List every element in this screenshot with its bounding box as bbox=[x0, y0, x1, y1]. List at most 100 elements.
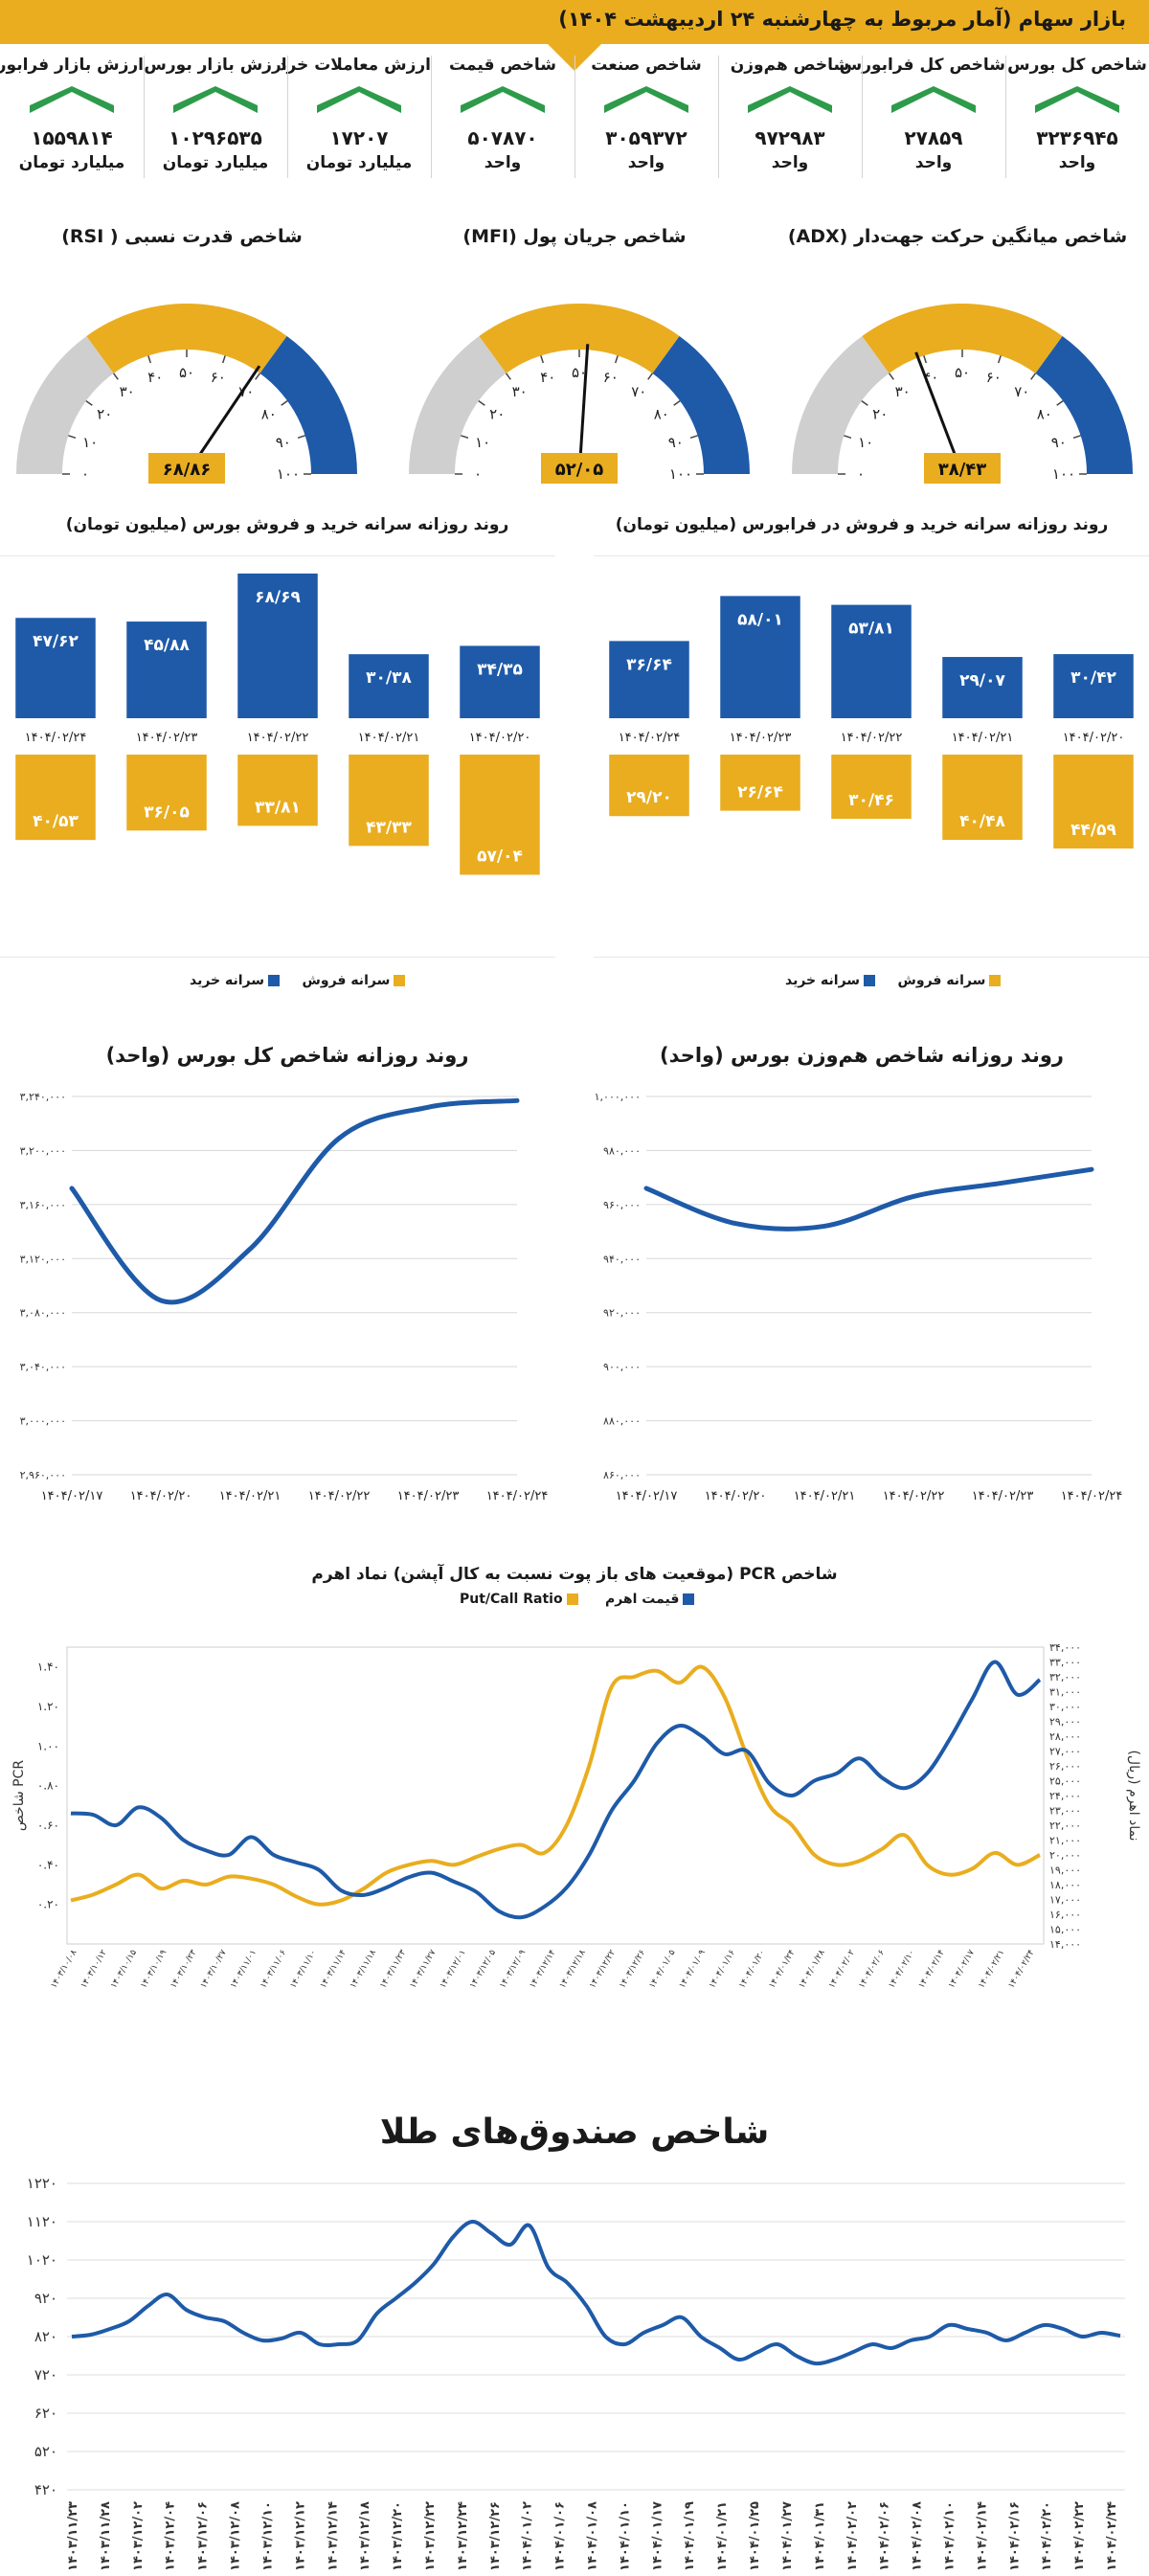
x-tick-label: ۱۴۰۴/۰۲/۲۳ bbox=[397, 1489, 460, 1503]
sell-bar bbox=[1053, 755, 1134, 849]
pcr-right-tick: ۲۵,۰۰۰ bbox=[1049, 1775, 1081, 1788]
pcr-title: شاخص PCR (موقعیت های باز پوت نسبت به کال… bbox=[311, 1565, 838, 1584]
gold-x-tick: ۱۴۰۳/۱۲/۱۰ bbox=[260, 2501, 275, 2571]
pcr-right-tick: ۲۹,۰۰۰ bbox=[1049, 1716, 1081, 1729]
up-chevron-icon bbox=[317, 86, 401, 113]
pcr-x-tick: ۱۴۰۳/۱۲/۰۹ bbox=[498, 1948, 528, 1990]
kpi-divider bbox=[431, 56, 432, 178]
pcr-x-tick: ۱۴۰۳/۱۱/۲۳ bbox=[378, 1948, 408, 1990]
gold-x-tick: ۱۴۰۳/۱۲/۱۴ bbox=[326, 2501, 340, 2571]
gold-x-tick: ۱۴۰۴/۰۲/۱۶ bbox=[1007, 2501, 1022, 2571]
y-tick-label: ۳,۱۲۰,۰۰۰ bbox=[20, 1253, 66, 1265]
buy-bar bbox=[237, 573, 318, 718]
pcr-right-tick: ۱۶,۰۰۰ bbox=[1049, 1909, 1081, 1921]
up-chevron-icon bbox=[30, 86, 114, 113]
pcr-right-tick: ۱۹,۰۰۰ bbox=[1049, 1864, 1081, 1877]
gauge-band bbox=[862, 304, 1063, 373]
x-tick-label: ۱۴۰۴/۰۲/۲۰ bbox=[130, 1489, 192, 1503]
kpi-unit: میلیارد تومان bbox=[18, 153, 125, 172]
pcr-right-tick: ۱۸,۰۰۰ bbox=[1049, 1879, 1081, 1891]
gauge-tick-label: ۱۰ bbox=[858, 434, 873, 451]
up-chevron-icon bbox=[748, 86, 832, 113]
y-tick-label: ۳,۲۴۰,۰۰۰ bbox=[20, 1091, 66, 1103]
kpi-unit: واحد bbox=[1058, 153, 1096, 172]
sell-bar-label: ۴۳/۳۳ bbox=[366, 818, 412, 837]
pcr-x-tick: ۱۴۰۴/۰۲/۲۱ bbox=[977, 1949, 1006, 1991]
x-tick-label: ۱۴۰۴/۰۲/۲۳ bbox=[972, 1489, 1034, 1503]
sell-bar bbox=[15, 755, 96, 841]
gauge-tick bbox=[861, 399, 868, 406]
pcr-x-tick: ۱۴۰۳/۱۱/۰۱ bbox=[229, 1949, 259, 1991]
kpi-divider bbox=[1005, 56, 1006, 178]
gauge-value-box bbox=[148, 453, 225, 484]
gauge-tick bbox=[85, 399, 93, 406]
y-tick-label: ۸۸۰,۰۰۰ bbox=[603, 1415, 641, 1428]
gauge-tick bbox=[689, 435, 698, 440]
gauge-needle bbox=[577, 344, 590, 475]
gold-x-tick: ۱۴۰۳/۱۲/۰۴ bbox=[164, 2501, 178, 2571]
pcr-x-tick: ۱۴۰۴/۰۲/۱۴ bbox=[917, 1948, 947, 1990]
gold-x-tick: ۱۴۰۳/۱۱/۲۸ bbox=[99, 2501, 113, 2571]
pcr-legend: قیمت اهرم Put/Call Ratio bbox=[460, 1592, 698, 1607]
kpi-value: ۱۵۵۹۸۱۴ bbox=[31, 126, 113, 149]
sell-bar bbox=[720, 755, 800, 811]
kpi-divider bbox=[862, 56, 863, 178]
pcr-x-tick: ۱۴۰۳/۱۱/۰۶ bbox=[259, 1948, 288, 1990]
gauge-tick bbox=[1030, 373, 1037, 380]
buy-bar-label: ۳۰/۳۸ bbox=[366, 668, 412, 688]
gauge-tick-label: ۸۰ bbox=[1037, 406, 1052, 423]
pcr-x-tick: ۱۴۰۳/۱۰/۱۲ bbox=[79, 1948, 109, 1990]
gold-x-tick: ۱۴۰۳/۱۲/۲۴ bbox=[456, 2501, 470, 2571]
pcr-left-axis-label: شاخص PCR bbox=[11, 1760, 27, 1831]
sell-bar bbox=[349, 755, 429, 847]
pcr-left-tick: ۱.۴۰ bbox=[37, 1661, 59, 1674]
gauge-tick bbox=[281, 399, 288, 406]
kpi-tile: ارزش معاملات خرد ۱۷۲۰۷ میلیارد تومان bbox=[279, 44, 431, 186]
gauge-tick-label: ۱۰ bbox=[475, 434, 490, 451]
legend-swatch-buy bbox=[864, 975, 876, 986]
gauge-band bbox=[409, 335, 507, 474]
kpi-value: ۳۰۵۹۳۷۲ bbox=[605, 126, 687, 149]
gauge-tick-label: ۹۰ bbox=[668, 434, 684, 451]
pcr-right-tick: ۳۳,۰۰۰ bbox=[1049, 1657, 1081, 1669]
kpi-tile: ارزش بازار بورس ۱۰۲۹۶۵۳۵ میلیارد تومان bbox=[144, 44, 287, 186]
pcr-left-tick: ۱.۰۰ bbox=[37, 1739, 59, 1752]
pcr-right-tick: ۲۴,۰۰۰ bbox=[1049, 1790, 1081, 1802]
buy-bar-label: ۳۴/۳۵ bbox=[477, 660, 523, 679]
gold-y-tick: ۱۱۲۰ bbox=[27, 2213, 57, 2230]
pcr-left-tick: ۱.۲۰ bbox=[37, 1700, 59, 1713]
fara-bars-title: روند روزانه سرانه خرید و فروش در فرابورس… bbox=[615, 515, 1109, 534]
gauge-tick bbox=[923, 355, 928, 364]
gold-series-line bbox=[71, 2220, 1121, 2366]
category-label: ۱۴۰۴/۰۲/۲۱ bbox=[952, 731, 1014, 745]
gauge-tick-label: ۱۰۰ bbox=[1052, 465, 1075, 483]
hamvazn-line-chart: ۸۶۰,۰۰۰ ۸۸۰,۰۰۰ ۹۰۰,۰۰۰ ۹۲۰,۰۰۰ ۹۴۰,۰۰۰ ۹۶۰,۰… bbox=[595, 1091, 1123, 1503]
y-tick-label: ۳,۰۸۰,۰۰۰ bbox=[20, 1307, 66, 1320]
kpi-value: ۲۷۸۵۹ bbox=[904, 126, 963, 149]
gauge-value-label: ۳۸/۴۳ bbox=[938, 460, 987, 480]
gauge-tick-label: ۱۰۰ bbox=[277, 465, 300, 483]
legend-label-sell: سرانه فروش bbox=[897, 973, 986, 988]
sell-bar-label: ۴۰/۴۸ bbox=[959, 812, 1005, 831]
sell-bar bbox=[942, 755, 1023, 841]
gauge-tick-label: ۱۰ bbox=[82, 434, 98, 451]
gauge-tick-label: ۸۰ bbox=[261, 406, 277, 423]
sell-bar-label: ۳۳/۸۱ bbox=[255, 798, 301, 817]
pcr-series-line bbox=[70, 1660, 1042, 1920]
gauge-band bbox=[479, 304, 680, 373]
kpi-tile: ارزش بازار فرابورس ۱۵۵۹۸۱۴ میلیارد تومان bbox=[0, 44, 144, 186]
legend-label-ahrom: قیمت اهرم bbox=[604, 1592, 680, 1607]
gauge-tick-label: ۰ bbox=[474, 465, 482, 483]
up-chevron-icon bbox=[1035, 86, 1119, 113]
gold-x-tick: ۱۴۰۴/۰۱/۳۱ bbox=[813, 2501, 827, 2571]
pcr-x-tick: ۱۴۰۳/۱۰/۱۵ bbox=[109, 1948, 139, 1990]
kpi-divider bbox=[718, 56, 719, 178]
gauge-tick bbox=[147, 355, 152, 364]
gold-x-tick: ۱۴۰۳/۱۲/۰۸ bbox=[229, 2501, 243, 2571]
hamvazn-title: روند روزانه شاخص هم‌وزن بورس (واحد) bbox=[659, 1044, 1064, 1067]
gauge-tick bbox=[297, 435, 305, 440]
pcr-right-tick: ۲۶,۰۰۰ bbox=[1049, 1760, 1081, 1773]
y-tick-label: ۱,۰۰۰,۰۰۰ bbox=[595, 1091, 641, 1103]
gold-x-tick: ۱۴۰۳/۱۱/۲۳ bbox=[66, 2501, 80, 2571]
fara-legend: سرانه فروش سرانه خرید bbox=[785, 973, 1004, 988]
